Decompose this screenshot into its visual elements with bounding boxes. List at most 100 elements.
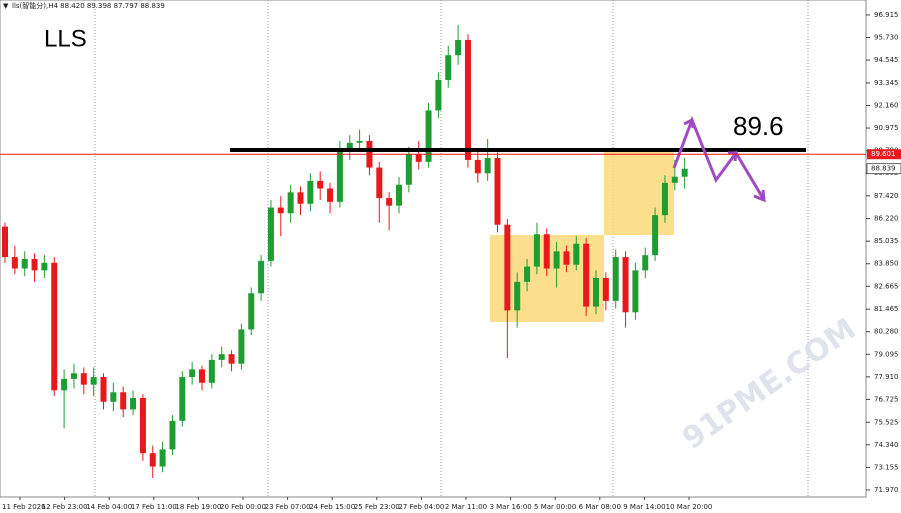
y-tick-label: 94.545 [874, 56, 899, 64]
x-tick-label: 27 Feb 04:00 [398, 503, 444, 511]
candle-body [396, 184, 402, 206]
candle-body [287, 192, 294, 214]
candles [2, 24, 688, 478]
candle-body [90, 377, 97, 385]
y-tick-label: 75.525 [874, 418, 899, 426]
candle-body [70, 373, 77, 379]
x-tick-label: 24 Feb 15:00 [309, 503, 355, 511]
y-tick-label: 87.420 [874, 192, 899, 200]
arrow-head [683, 117, 695, 129]
candle-body [405, 154, 412, 185]
candle-body [258, 260, 265, 294]
candle-body [51, 262, 58, 391]
candle-body [435, 79, 442, 111]
candle-body [681, 168, 688, 177]
candle-body [41, 262, 48, 271]
candle-body [21, 258, 28, 269]
candle-body [514, 281, 521, 311]
candle-body [671, 176, 678, 183]
candle-body [563, 251, 570, 265]
candle-body [533, 234, 540, 267]
y-tick-label: 90.975 [874, 124, 899, 132]
candle-body [130, 397, 137, 410]
candle-body [159, 449, 166, 467]
forecast-path [672, 115, 766, 201]
session-separators [94, 0, 809, 497]
candle-body [652, 215, 659, 256]
y-tick-label: 96.915 [874, 11, 899, 19]
price-line-label: 89.601 [871, 150, 896, 158]
candle-body [524, 266, 531, 282]
collapse-icon[interactable]: ▼ [3, 2, 9, 10]
candle-body [248, 293, 255, 330]
candle-body [445, 55, 452, 80]
x-tick-label: 23 Feb 07:00 [265, 503, 311, 511]
candle-body [317, 180, 324, 189]
x-tick-label: 5 Mar 00:00 [534, 503, 576, 511]
x-tick-label: 17 Feb 11:00 [131, 503, 177, 511]
y-tick-label: 80.280 [874, 328, 899, 336]
candle-body [415, 154, 422, 162]
candle-body [218, 354, 225, 360]
candle-body [386, 198, 393, 206]
candle-body [346, 142, 353, 151]
candle-body [622, 257, 629, 313]
y-tick-label: 73.155 [874, 463, 899, 471]
candle-body [336, 150, 343, 202]
level-label: 89.6 [733, 111, 784, 141]
candle-body [267, 207, 274, 261]
y-tick-label: 79.095 [874, 350, 899, 358]
y-tick-label: 85.035 [874, 237, 899, 245]
candle-body [307, 180, 314, 204]
x-tick-label: 25 Feb 23:00 [354, 503, 400, 511]
candle-body [455, 39, 462, 56]
candle-body [356, 140, 363, 143]
y-tick-label: 82.665 [874, 282, 899, 290]
candle-body [199, 369, 205, 383]
y-tick-label: 71.970 [874, 486, 899, 494]
candle-body [543, 234, 550, 269]
candle-body [612, 257, 619, 301]
candle-body [179, 377, 186, 421]
candle-body [474, 159, 481, 174]
x-tick-label: 2 Mar 11:00 [445, 503, 487, 511]
candle-body [494, 158, 501, 225]
candle-body [297, 192, 304, 204]
candle-body [189, 369, 196, 378]
candle-body [661, 182, 668, 216]
header: lls(智能分),H4 88.420 89.398 87.797 88.839 [12, 1, 165, 10]
candle-body [2, 226, 8, 258]
candle-body [149, 453, 156, 467]
last-price-box [866, 163, 901, 175]
y-tick-label: 77.910 [874, 373, 899, 381]
x-tick-label: 6 Mar 08:00 [579, 503, 621, 511]
x-tick-label: 20 Feb 00:00 [220, 503, 266, 511]
y-tick-label: 81.465 [874, 305, 899, 313]
candle-body [573, 243, 580, 265]
x-tick-label: 10 Mar 20:00 [666, 503, 713, 511]
y-tick-label: 93.345 [874, 79, 899, 87]
candle-body [120, 392, 127, 410]
candle-body [61, 378, 68, 391]
candle-body [169, 420, 176, 450]
candle-body [464, 39, 471, 160]
arrow-head [753, 189, 766, 203]
candle-body [583, 243, 590, 307]
candle-body [376, 167, 383, 199]
y-tick-label: 95.730 [874, 34, 899, 42]
last-price-label: 88.839 [871, 165, 896, 173]
candle-body [139, 397, 146, 454]
x-tick-label: 14 Feb 04:00 [86, 503, 132, 511]
y-tick-label: 86.220 [874, 215, 899, 223]
candle-body [228, 354, 235, 364]
candle-body [277, 207, 284, 214]
candle-body [642, 255, 649, 271]
x-tick-label: 11 Feb 2026 [2, 503, 46, 511]
candle-body [593, 278, 599, 307]
price-line-box [867, 149, 901, 160]
arrow-head [728, 151, 738, 162]
candle-body [110, 392, 117, 402]
y-tick-label: 83.850 [874, 260, 899, 268]
candle-body [238, 329, 245, 364]
